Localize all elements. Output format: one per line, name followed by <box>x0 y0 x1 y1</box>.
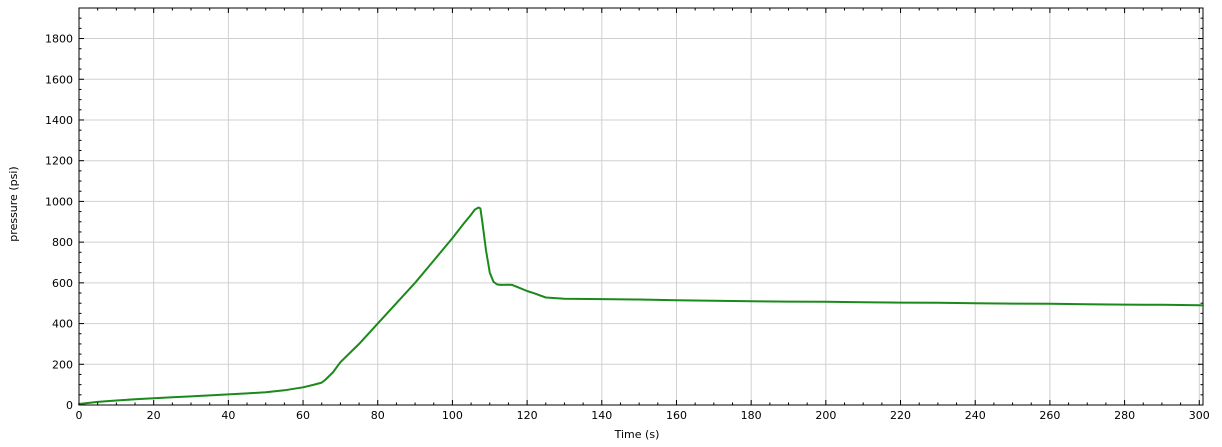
label-layer: 0 20 40 60 80 100 120 140 160 180 200 220 240 260 280 3… <box>45 33 1210 422</box>
x-tick-label: 120 <box>517 409 538 422</box>
x-tick-label: 100 <box>442 409 463 422</box>
x-tick-label: 300 <box>1189 409 1210 422</box>
x-tick-label: 140 <box>591 409 612 422</box>
x-axis-title: Time (s) <box>614 428 660 441</box>
tick-layer <box>78 8 1203 406</box>
x-tick-label: 200 <box>815 409 836 422</box>
x-tick-label: 180 <box>741 409 762 422</box>
x-tick-label: 0 <box>76 409 83 422</box>
x-tick-label: 80 <box>371 409 385 422</box>
y-tick-label: 1200 <box>45 155 73 168</box>
y-tick-label: 200 <box>52 358 73 371</box>
y-tick-label: 600 <box>52 277 73 290</box>
x-tick-label: 160 <box>666 409 687 422</box>
y-tick-label: 1800 <box>45 33 73 46</box>
grid-layer <box>79 8 1203 405</box>
x-tick-label: 280 <box>1114 409 1135 422</box>
x-tick-label: 240 <box>965 409 986 422</box>
y-tick-label: 1600 <box>45 73 73 86</box>
y-tick-label: 800 <box>52 236 73 249</box>
y-tick-label: 1400 <box>45 114 73 127</box>
y-axis-title: pressure (psi) <box>7 166 20 241</box>
y-tick-label: 0 <box>66 399 73 412</box>
x-tick-label: 220 <box>890 409 911 422</box>
x-tick-label: 60 <box>296 409 310 422</box>
x-tick-label: 260 <box>1039 409 1060 422</box>
x-tick-label: 40 <box>221 409 235 422</box>
y-tick-label: 1000 <box>45 195 73 208</box>
pressure-series-line <box>78 206 1204 405</box>
x-tick-label: 20 <box>147 409 161 422</box>
plot-area-border <box>78 7 1204 406</box>
y-tick-label: 400 <box>52 318 73 331</box>
series-layer <box>78 206 1204 405</box>
plot-frame <box>78 7 1204 406</box>
